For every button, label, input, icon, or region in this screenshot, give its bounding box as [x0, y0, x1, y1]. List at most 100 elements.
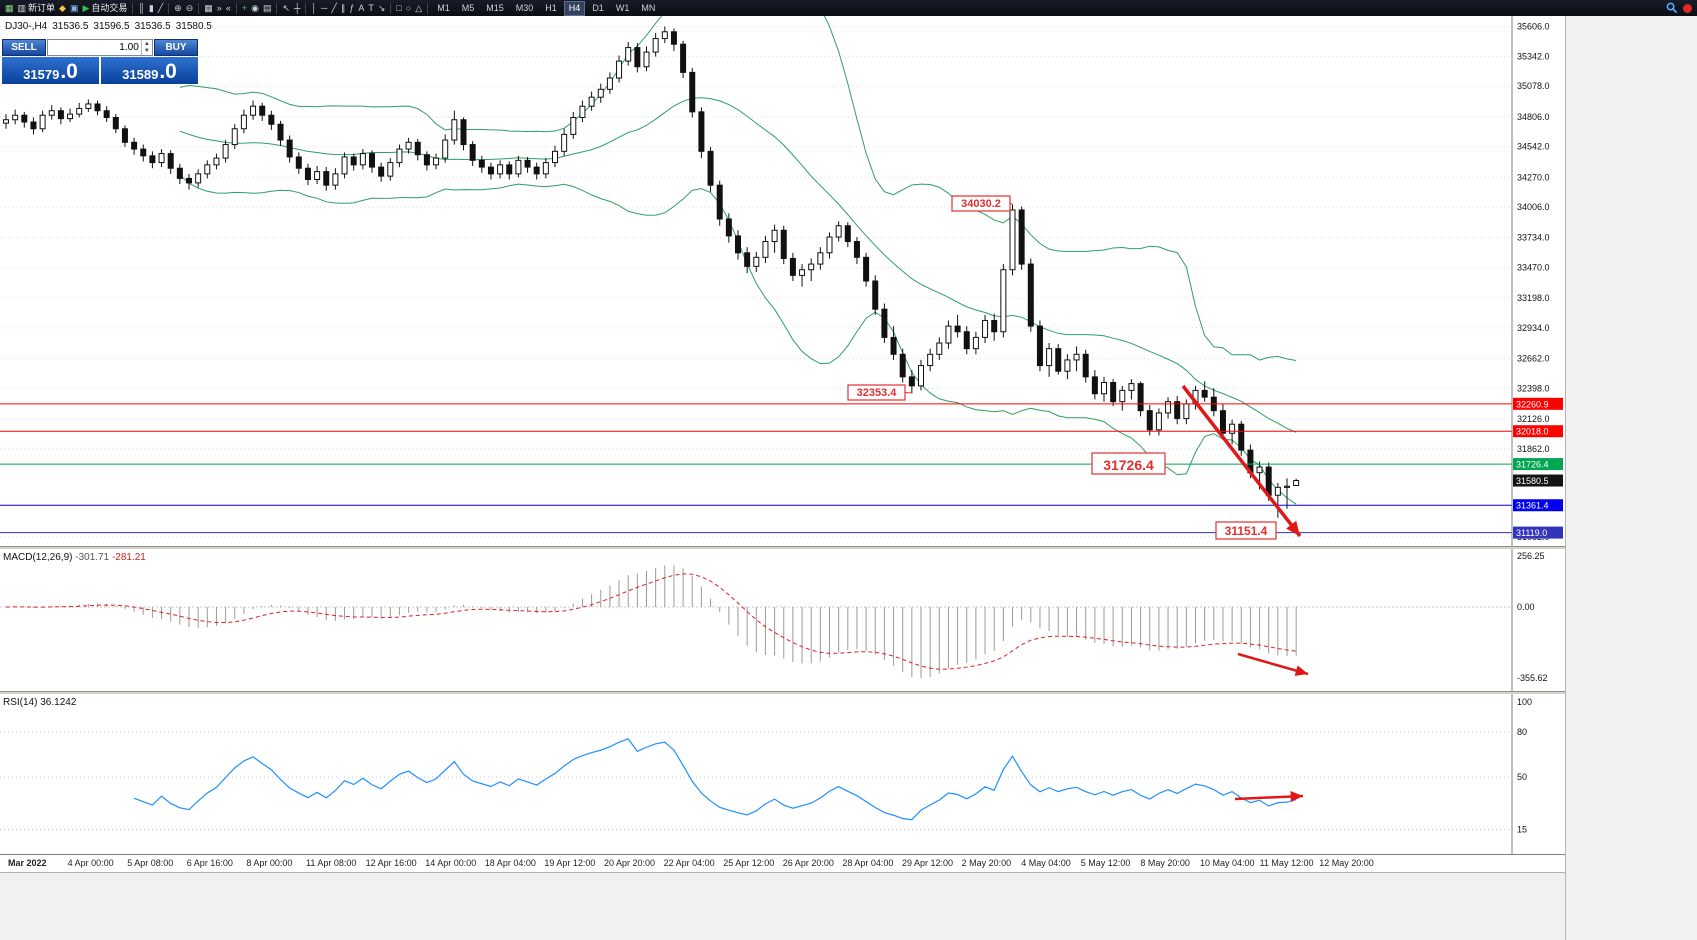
- time-label: 12 May 20:00: [1319, 858, 1374, 868]
- horizontal-lines[interactable]: [0, 403, 1512, 534]
- horizontal-line-icon[interactable]: ─: [319, 1, 329, 15]
- svg-text:34030.2: 34030.2: [961, 198, 1001, 210]
- trend-arrow[interactable]: [1181, 384, 1302, 538]
- rsi-panel[interactable]: 100 80 50 15: [0, 694, 1565, 854]
- terminal-icon: ▣: [69, 2, 79, 13]
- level-price-tag: 31361.4: [1513, 499, 1563, 512]
- trend-arrow[interactable]: [1234, 791, 1304, 803]
- price-callout[interactable]: 31726.4: [1091, 452, 1166, 475]
- horizontal-line-icon: ─: [321, 2, 328, 13]
- open-value: 31536.5: [52, 21, 89, 32]
- timeframe-m30[interactable]: M30: [515, 2, 534, 13]
- trend-arrow[interactable]: [1237, 652, 1309, 676]
- templates-icon[interactable]: ▤: [261, 1, 274, 15]
- zoom-out-icon[interactable]: ⊖: [184, 1, 196, 15]
- vertical-line-icon[interactable]: │: [309, 1, 319, 15]
- time-label: 20 Apr 20:00: [604, 858, 656, 868]
- metaeditor-icon[interactable]: ◆: [57, 1, 68, 15]
- svg-text:35078.0: 35078.0: [1517, 81, 1550, 91]
- time-label: 25 Apr 12:00: [723, 858, 775, 868]
- sell-button[interactable]: SELL: [2, 39, 46, 56]
- svg-text:15: 15: [1517, 825, 1527, 835]
- new-chart-icon[interactable]: ▦: [3, 1, 16, 15]
- low-value: 31536.5: [134, 21, 171, 32]
- terminal-icon[interactable]: ▣: [68, 1, 81, 15]
- time-axis[interactable]: Mar 2022 4 Apr 00:00 5 Apr 08:00 6 Apr 16:0…: [0, 854, 1565, 872]
- notification-badge[interactable]: [1683, 3, 1692, 13]
- search-icon[interactable]: [1666, 2, 1678, 14]
- timeframe-m15[interactable]: M15: [486, 2, 504, 13]
- toolbar-separator: [427, 2, 429, 14]
- candles-layer: [3, 26, 1300, 518]
- arrows-icon: ↘: [377, 2, 386, 13]
- volume-input[interactable]: [48, 40, 141, 55]
- timeframe-w1[interactable]: W1: [615, 2, 630, 13]
- auto-scroll-icon[interactable]: »: [215, 1, 224, 15]
- price-callout[interactable]: 31151.4: [1215, 521, 1277, 540]
- rsi-title: RSI(14): [3, 697, 38, 708]
- text-label-icon[interactable]: T: [366, 1, 376, 15]
- volume-down-button[interactable]: ▼: [143, 47, 150, 54]
- channel-icon[interactable]: ∥: [339, 1, 348, 15]
- svg-text:100: 100: [1517, 697, 1532, 707]
- triangle-icon[interactable]: △: [413, 1, 424, 15]
- timeframe-h4[interactable]: H4: [563, 0, 586, 16]
- bar-chart-icon[interactable]: ║: [136, 1, 146, 15]
- trendline-icon[interactable]: ╱: [329, 1, 338, 15]
- new-order-button[interactable]: ▥ 新订单: [16, 1, 58, 15]
- timeframe-m5[interactable]: M5: [461, 2, 475, 13]
- text-icon[interactable]: A: [356, 1, 366, 15]
- ellipse-icon[interactable]: ○: [404, 1, 413, 15]
- tile-windows-icon: ▦: [204, 2, 213, 13]
- trendline-icon: ╱: [331, 2, 337, 13]
- time-label: 19 Apr 12:00: [544, 858, 596, 868]
- buy-button[interactable]: BUY: [154, 39, 198, 56]
- indicators-icon[interactable]: +: [240, 1, 249, 15]
- buy-price-button[interactable]: 31589 .0: [101, 57, 198, 84]
- timeframe-mn[interactable]: MN: [641, 2, 656, 13]
- volume-field: ▲ ▼: [47, 39, 153, 56]
- svg-text:35342.0: 35342.0: [1517, 51, 1550, 61]
- toolbar-separator: [132, 2, 134, 14]
- time-label: 6 Apr 16:00: [186, 858, 233, 868]
- crosshair-icon: ┼: [294, 2, 301, 13]
- time-label: 18 Apr 04:00: [484, 858, 536, 868]
- rectangle-icon[interactable]: □: [394, 1, 403, 15]
- toolbar-separator: [235, 2, 237, 14]
- macd-panel[interactable]: 256.25 0.00 -355.62: [0, 549, 1565, 691]
- price-callout[interactable]: 34030.2: [951, 195, 1011, 212]
- trade-controls-row: SELL ▲ ▼ BUY: [2, 39, 198, 56]
- level-price-tag: 32260.9: [1513, 397, 1563, 410]
- level-price-tag: 31119.0: [1513, 526, 1563, 539]
- vertical-line-icon: │: [311, 2, 318, 13]
- candlestick-chart-icon[interactable]: ▮: [147, 1, 156, 15]
- svg-text:50: 50: [1517, 772, 1527, 782]
- svg-text:35606.0: 35606.0: [1517, 22, 1550, 32]
- annotations-layer[interactable]: 34030.2 32353.4 31726.4 31151.4: [847, 195, 1277, 540]
- tile-windows-icon[interactable]: ▦: [202, 1, 215, 15]
- price-callout[interactable]: 32353.4: [847, 384, 906, 401]
- time-label: 4 May 04:00: [1021, 858, 1071, 868]
- rsi-axis: 100 80 50 15: [1511, 694, 1532, 854]
- arrows-icon[interactable]: ↘: [376, 1, 388, 15]
- timeframe-m1[interactable]: M1: [437, 2, 450, 13]
- timeframe-d1[interactable]: D1: [592, 2, 604, 13]
- timeframe-h1[interactable]: H1: [545, 2, 557, 13]
- cursor-icon[interactable]: ↖: [280, 1, 292, 15]
- sell-price-button[interactable]: 31579 .0: [2, 57, 99, 84]
- crosshair-icon[interactable]: ┼: [292, 1, 302, 15]
- price-chart[interactable]: 35606.0 35342.0 35078.0 34806.0 34542.0 34270…: [0, 16, 1565, 546]
- autotrading-button[interactable]: ▶ 自动交易: [80, 1, 129, 15]
- rsi-value: 36.1242: [40, 697, 77, 708]
- volume-up-button[interactable]: ▲: [143, 40, 150, 47]
- macd-main-value: -301.71: [75, 552, 110, 563]
- zoom-in-icon[interactable]: ⊕: [172, 1, 184, 15]
- periods-icon[interactable]: ◉: [249, 1, 261, 15]
- time-label: 29 Apr 12:00: [902, 858, 954, 868]
- fibonacci-icon[interactable]: ƒ: [347, 1, 356, 15]
- chart-shift-icon[interactable]: «: [224, 1, 233, 15]
- line-chart-icon[interactable]: ╱: [156, 1, 165, 15]
- ellipse-icon: ○: [405, 2, 412, 13]
- svg-text:256.25: 256.25: [1517, 551, 1545, 561]
